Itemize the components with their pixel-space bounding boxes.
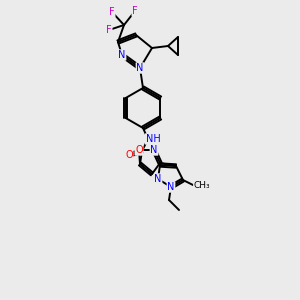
Text: O: O	[135, 145, 143, 155]
Text: N: N	[150, 145, 158, 155]
Text: F: F	[109, 7, 115, 17]
Text: N: N	[167, 182, 175, 192]
Text: N: N	[118, 50, 126, 60]
Text: CH₃: CH₃	[194, 181, 210, 190]
Text: F: F	[132, 6, 138, 16]
Text: NH: NH	[146, 134, 160, 144]
Text: N: N	[154, 174, 162, 184]
Text: F: F	[106, 25, 112, 35]
Text: N: N	[136, 63, 144, 73]
Text: O: O	[125, 150, 133, 160]
